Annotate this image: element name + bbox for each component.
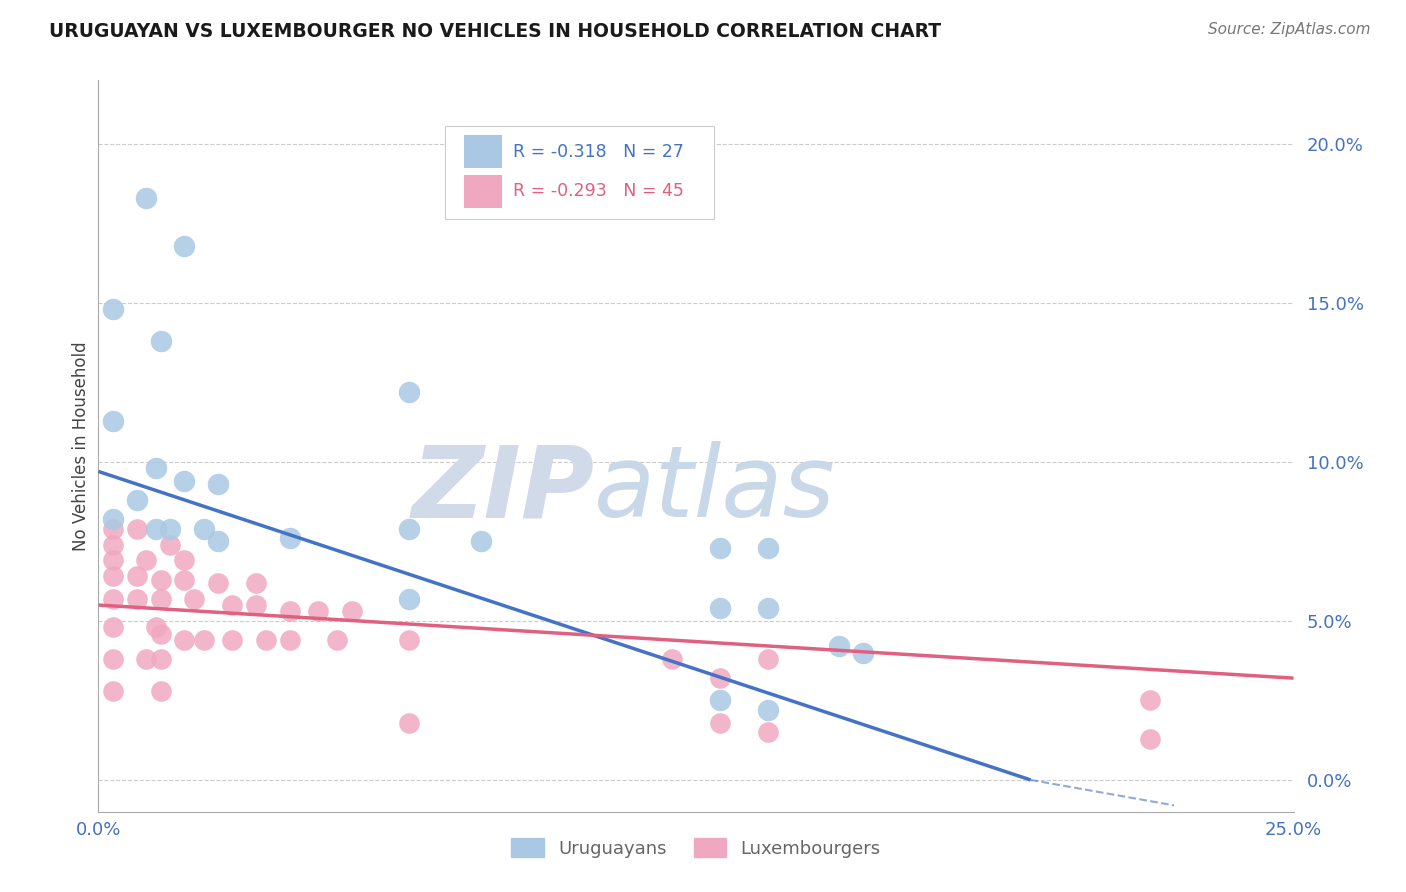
Point: [101, 684, 124, 698]
Point: [101, 652, 124, 666]
Point: [278, 531, 301, 545]
Point: [278, 632, 301, 647]
FancyBboxPatch shape: [446, 126, 714, 219]
Text: URUGUAYAN VS LUXEMBOURGER NO VEHICLES IN HOUSEHOLD CORRELATION CHART: URUGUAYAN VS LUXEMBOURGER NO VEHICLES IN…: [49, 22, 942, 41]
Point: [145, 522, 167, 536]
Point: [756, 601, 779, 615]
Point: [101, 620, 124, 634]
Point: [398, 632, 420, 647]
Point: [125, 569, 148, 583]
Point: [756, 725, 779, 739]
Point: [193, 522, 215, 536]
Point: [398, 591, 420, 606]
Point: [101, 569, 124, 583]
FancyBboxPatch shape: [464, 136, 502, 168]
Point: [149, 591, 172, 606]
Point: [398, 384, 420, 399]
Point: [661, 652, 683, 666]
Point: [135, 652, 157, 666]
Point: [149, 652, 172, 666]
Point: [101, 553, 124, 567]
Point: [159, 522, 181, 536]
Text: Source: ZipAtlas.com: Source: ZipAtlas.com: [1208, 22, 1371, 37]
Point: [145, 620, 167, 634]
Point: [173, 573, 195, 587]
Point: [709, 601, 731, 615]
Point: [709, 671, 731, 685]
Point: [207, 477, 229, 491]
Point: [828, 640, 851, 654]
Point: [183, 591, 205, 606]
Point: [221, 632, 243, 647]
Point: [101, 522, 124, 536]
FancyBboxPatch shape: [464, 175, 502, 208]
Point: [254, 632, 277, 647]
Point: [149, 334, 172, 348]
Point: [173, 474, 195, 488]
Point: [221, 598, 243, 612]
Text: ZIP: ZIP: [412, 442, 595, 539]
Point: [125, 591, 148, 606]
Y-axis label: No Vehicles in Household: No Vehicles in Household: [72, 341, 90, 551]
Point: [340, 604, 363, 618]
Point: [245, 575, 267, 590]
Point: [709, 541, 731, 555]
Point: [173, 553, 195, 567]
Point: [307, 604, 329, 618]
Point: [135, 191, 157, 205]
Point: [149, 684, 172, 698]
Legend: Uruguayans, Luxembourgers: Uruguayans, Luxembourgers: [503, 830, 889, 865]
Point: [145, 461, 167, 475]
Point: [398, 715, 420, 730]
Point: [756, 652, 779, 666]
Point: [101, 413, 124, 427]
Point: [135, 553, 157, 567]
Point: [756, 541, 779, 555]
Text: R = -0.318   N = 27: R = -0.318 N = 27: [513, 143, 683, 161]
Point: [326, 632, 349, 647]
Point: [125, 522, 148, 536]
Point: [1139, 731, 1161, 746]
Point: [756, 703, 779, 717]
Text: R = -0.293   N = 45: R = -0.293 N = 45: [513, 183, 683, 201]
Point: [245, 598, 267, 612]
Point: [101, 538, 124, 552]
Point: [278, 604, 301, 618]
Point: [101, 512, 124, 526]
Point: [852, 646, 875, 660]
Point: [149, 626, 172, 640]
Point: [398, 522, 420, 536]
Point: [149, 573, 172, 587]
Point: [173, 632, 195, 647]
Point: [1139, 693, 1161, 707]
Point: [470, 534, 492, 549]
Point: [125, 493, 148, 508]
Point: [207, 534, 229, 549]
Point: [709, 693, 731, 707]
Point: [101, 591, 124, 606]
Point: [207, 575, 229, 590]
Point: [193, 632, 215, 647]
Point: [101, 302, 124, 317]
Point: [709, 715, 731, 730]
Point: [159, 538, 181, 552]
Text: atlas: atlas: [595, 442, 837, 539]
Point: [173, 238, 195, 252]
